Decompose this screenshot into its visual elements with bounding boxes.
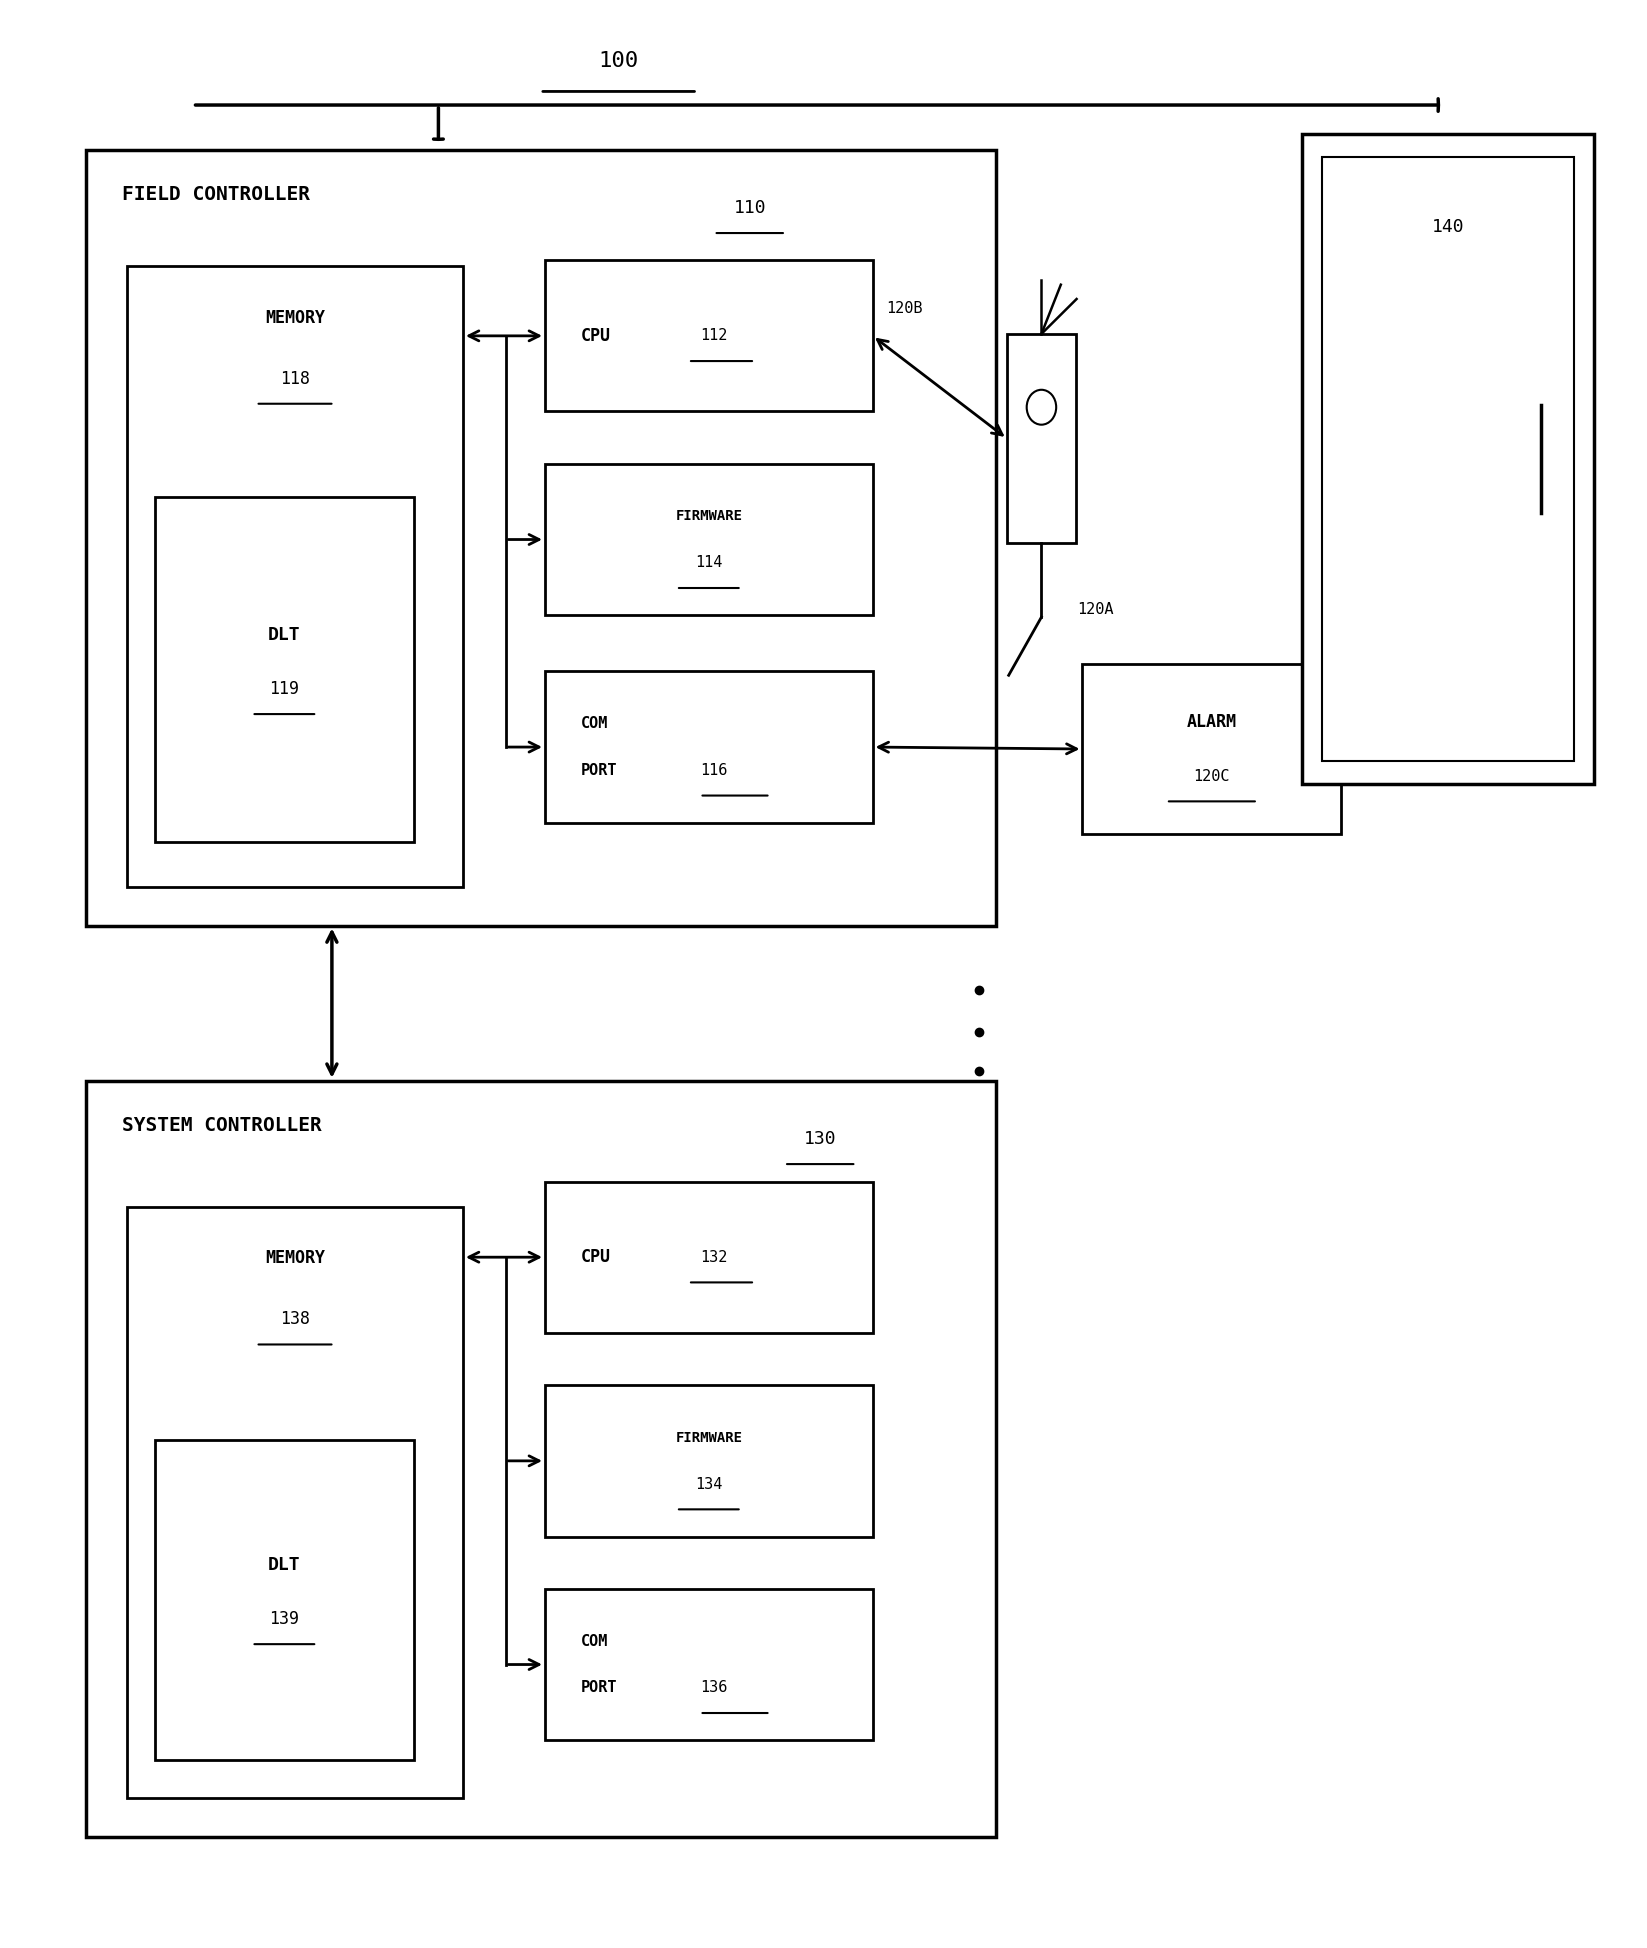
Text: PORT: PORT [581, 1681, 618, 1695]
Text: 116: 116 [700, 764, 728, 777]
Bar [545, 1182, 873, 1332]
Text: FIRMWARE: FIRMWARE [675, 1430, 743, 1445]
Text: 120A: 120A [1077, 602, 1113, 618]
Text: COM: COM [581, 717, 608, 730]
Text: 100: 100 [598, 51, 639, 70]
Text: ALARM: ALARM [1187, 713, 1237, 730]
Text: DLT: DLT [268, 1556, 301, 1574]
Bar [86, 1081, 995, 1837]
Bar [155, 1440, 413, 1759]
Bar [1321, 158, 1575, 760]
Text: 138: 138 [280, 1311, 310, 1329]
Text: PORT: PORT [581, 764, 618, 777]
Text: 132: 132 [700, 1251, 728, 1264]
Text: 134: 134 [695, 1477, 723, 1492]
Text: CPU: CPU [581, 327, 611, 345]
Bar [155, 497, 413, 842]
Text: FIELD CONTROLLER: FIELD CONTROLLER [122, 185, 310, 203]
Bar [1303, 134, 1594, 783]
Text: MEMORY: MEMORY [265, 308, 324, 327]
Text: 120B: 120B [886, 302, 922, 316]
Text: CPU: CPU [581, 1249, 611, 1266]
Text: 118: 118 [280, 370, 310, 388]
Text: 114: 114 [695, 555, 723, 571]
Text: 119: 119 [270, 680, 300, 697]
Bar [127, 267, 463, 886]
Bar [545, 1590, 873, 1740]
Text: DLT: DLT [268, 625, 301, 643]
Text: 130: 130 [804, 1130, 837, 1147]
Text: 140: 140 [1431, 218, 1464, 236]
Text: 120C: 120C [1194, 769, 1230, 783]
Text: SYSTEM CONTROLLER: SYSTEM CONTROLLER [122, 1116, 321, 1134]
Text: FIRMWARE: FIRMWARE [675, 508, 743, 524]
Text: 110: 110 [733, 199, 766, 216]
Bar [127, 1206, 463, 1798]
Bar [1006, 333, 1075, 543]
Bar [545, 1385, 873, 1537]
Bar [545, 672, 873, 822]
Text: MEMORY: MEMORY [265, 1249, 324, 1268]
Text: 139: 139 [270, 1609, 300, 1629]
Text: COM: COM [581, 1634, 608, 1648]
Bar [545, 261, 873, 411]
Bar [545, 464, 873, 616]
Text: 112: 112 [700, 329, 728, 343]
Bar [86, 150, 995, 925]
Bar [1082, 664, 1341, 834]
Text: 136: 136 [700, 1681, 728, 1695]
